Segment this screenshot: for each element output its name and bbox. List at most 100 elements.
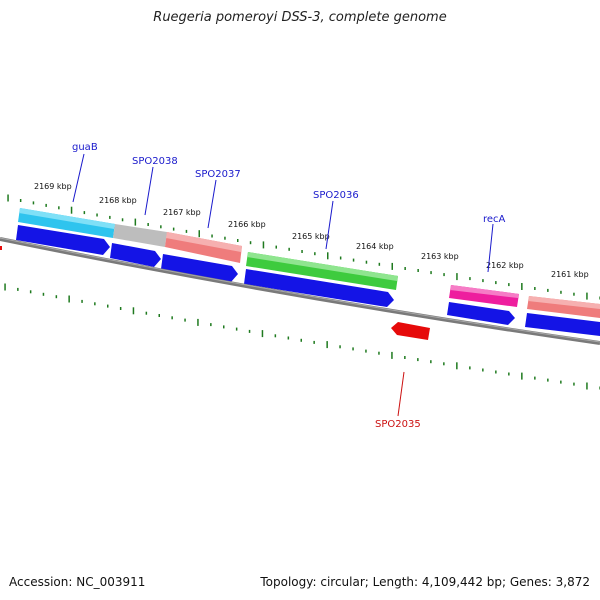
gene-label-guaB[interactable]: guaB [72,142,98,153]
inner-tick-ring [4,283,600,390]
outer-ring-minor-tick [378,262,381,266]
outer-ring-major-tick [262,241,265,249]
inner-ring-minor-tick [223,325,225,329]
inner-ring-minor-tick [313,340,315,344]
inner-ring-major-tick [4,283,6,291]
feature-unnamed-highlight [528,296,600,309]
inner-ring-minor-tick [482,368,484,372]
outer-ring-minor-tick [314,252,316,256]
outer-ring-major-tick [198,230,200,238]
feature-SPO2036-highlight [247,252,398,281]
outer-ring-minor-tick [443,273,445,277]
outer-ring-minor-tick [19,199,22,202]
outer-ring-minor-tick [83,211,86,215]
inner-ring-minor-tick [508,372,510,376]
outer-ring-minor-tick [508,283,510,287]
cds-arrow-SPO2037[interactable] [161,254,238,282]
outer-ring-major-tick [7,194,9,202]
inner-ring-major-tick [132,307,135,315]
outer-ring-minor-tick [534,287,536,290]
feature-SPO2037-highlight [166,232,242,252]
outer-ring-minor-tick [547,288,549,292]
left-edge-marker [0,246,2,250]
inner-ring-major-tick [456,362,458,370]
cds-arrow-SPO2035[interactable] [391,322,430,340]
inner-ring-minor-tick [443,362,445,366]
inner-ring-minor-tick [365,349,367,353]
scale-label-2162: 2162 kbp [486,261,524,270]
leader-SPO2036 [325,200,334,250]
outer-ring-minor-tick [275,245,277,249]
inner-ring-minor-tick [300,338,302,342]
outer-ring-minor-tick [352,258,355,262]
gene-label-SPO2036[interactable]: SPO2036 [313,190,359,201]
inner-ring-minor-tick [378,351,380,355]
scale-label-2161: 2161 kbp [551,270,589,279]
cds-arrow-unnamed[interactable] [525,313,600,336]
cds-arrow-guaB[interactable] [16,225,110,255]
inner-ring-minor-tick [42,292,45,296]
inner-ring-minor-tick [534,376,536,380]
inner-ring-minor-tick [352,347,354,351]
inner-ring-minor-tick [29,290,32,294]
leader-SPO2038 [144,166,154,216]
inner-ring-minor-tick [81,299,83,303]
inner-ring-minor-tick [55,295,58,299]
outer-ring-minor-tick [32,201,35,205]
inner-ring-minor-tick [573,382,575,386]
scale-label-2163: 2163 kbp [421,252,459,261]
inner-ring-minor-tick [171,316,173,320]
inner-ring-minor-tick [119,307,122,310]
cds-arrow-recA[interactable] [447,302,515,325]
cds-arrow-SPO2038[interactable] [110,243,161,267]
leader-SPO2037 [207,179,217,229]
inner-ring-minor-tick [287,336,290,340]
inner-ring-minor-tick [339,345,341,349]
accession-text: Accession: NC_003911 [9,575,146,589]
inner-ring-minor-tick [145,311,148,315]
gene-label-SPO2035[interactable]: SPO2035 [375,419,421,430]
inner-ring-minor-tick [469,366,471,370]
inner-ring-minor-tick [274,334,277,338]
outer-ring-minor-tick [288,247,290,251]
outer-ring-minor-tick [417,269,419,272]
inner-ring-minor-tick [248,329,251,333]
cds-arrow-SPO2036[interactable] [244,269,394,307]
inner-ring-minor-tick [17,287,19,291]
feature-SPO2038[interactable] [113,224,167,247]
outer-ring-minor-tick [365,260,368,264]
outer-ring-minor-tick [482,279,484,283]
outer-ring-minor-tick [109,215,111,219]
inner-ring-major-tick [68,295,70,303]
outer-ring-minor-tick [495,281,497,285]
scale-label-2168: 2168 kbp [99,196,137,205]
outer-ring-minor-tick [573,292,575,296]
scale-label-2169: 2169 kbp [34,182,72,191]
outer-tick-ring [7,194,600,300]
outer-ring-minor-tick [185,229,188,233]
gene-label-recA[interactable]: recA [483,214,506,225]
outer-ring-minor-tick [45,203,47,207]
outer-ring-minor-tick [172,227,175,231]
topology-text: Topology: circular; Length: 4,109,442 bp… [260,575,590,589]
gene-label-SPO2038[interactable]: SPO2038 [132,156,178,167]
inner-ring-minor-tick [107,304,109,308]
inner-ring-minor-tick [158,314,160,317]
scale-label-2167: 2167 kbp [163,208,201,217]
feature-guaB-highlight [19,208,115,229]
scale-label-2166: 2166 kbp [228,220,266,229]
inner-ring-major-tick [326,341,328,349]
outer-ring-major-tick [456,273,458,281]
inner-ring-minor-tick [560,380,562,384]
inner-ring-minor-tick [184,318,186,322]
inner-ring-minor-tick [430,360,432,364]
inner-ring-major-tick [197,318,199,326]
scale-label-2164: 2164 kbp [356,242,394,251]
outer-ring-minor-tick [58,206,60,210]
scale-label-2165: 2165 kbp [292,232,330,241]
outer-ring-minor-tick [404,267,406,270]
outer-ring-major-tick [134,218,137,226]
inner-ring-major-tick [521,372,523,380]
gene-label-SPO2037[interactable]: SPO2037 [195,169,241,180]
